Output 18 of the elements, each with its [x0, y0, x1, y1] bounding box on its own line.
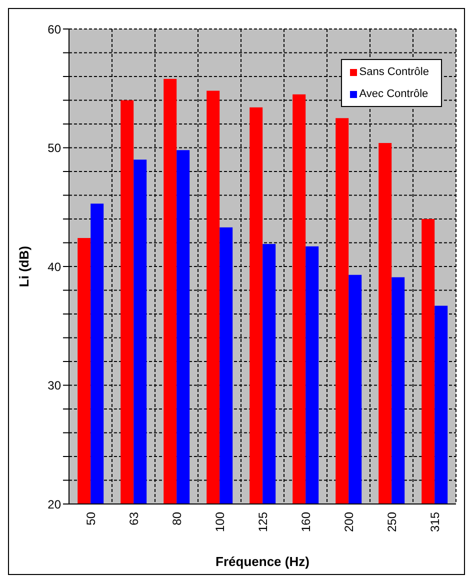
y-tick-label: 20: [48, 497, 62, 512]
x-tick-label: 50: [84, 512, 98, 526]
legend-label: Sans Contrôle: [359, 66, 429, 78]
x-tick-label: 160: [299, 512, 314, 532]
y-tick-label: 60: [48, 22, 62, 36]
x-tick-label: 63: [127, 512, 142, 526]
x-tick-label: 125: [256, 512, 270, 532]
x-tick-label: 315: [428, 512, 442, 532]
y-tick-label: 30: [48, 378, 62, 393]
x-tick-label: 250: [385, 512, 400, 532]
x-axis-title: Fréquence (Hz): [216, 554, 310, 569]
y-tick-label: 40: [48, 260, 62, 274]
x-tick-label: 80: [170, 512, 184, 526]
y-axis-title: Li (dB): [16, 246, 32, 288]
y-tick-label: 50: [48, 141, 62, 156]
x-tick-label: 100: [213, 512, 228, 532]
x-tick-label: 200: [342, 512, 356, 532]
legend-label: Avec Contrôle: [359, 88, 428, 100]
